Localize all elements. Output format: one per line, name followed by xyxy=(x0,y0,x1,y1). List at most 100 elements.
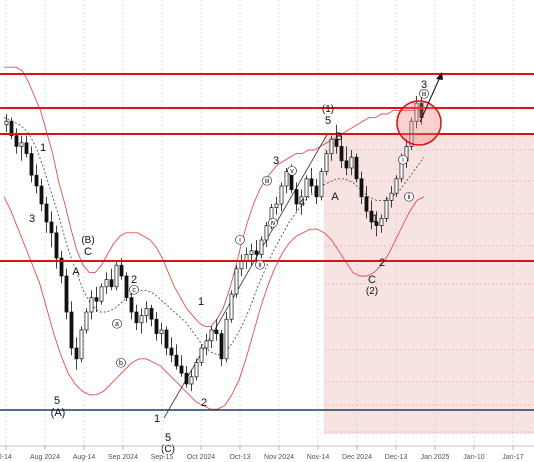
projection-lines xyxy=(324,149,534,433)
wave-label-circle xyxy=(112,318,122,329)
wave-label-circle xyxy=(255,259,265,270)
candle-body xyxy=(179,365,184,374)
x-tick-label: l-14 xyxy=(0,454,12,461)
x-tick-label: Oct-13 xyxy=(229,454,250,461)
candle-body xyxy=(314,185,319,198)
candle-body xyxy=(14,135,19,147)
candle-body xyxy=(119,264,124,277)
wave-label: A xyxy=(72,266,80,278)
candle-body xyxy=(359,178,364,198)
candle-body xyxy=(89,297,94,313)
candle-body xyxy=(29,153,34,176)
x-axis: l-14 Aug 2024 Aug-14 Sep 2024 Sep-15 Oct 2024… xyxy=(0,446,524,461)
wave-label-circle xyxy=(129,284,139,295)
wave-label: 2 xyxy=(379,257,385,269)
x-tick-label: Jan-17 xyxy=(502,454,524,461)
wave-label: c xyxy=(132,287,136,294)
candle-body xyxy=(69,311,74,349)
candle-body xyxy=(144,308,149,316)
wave-label-circle xyxy=(116,357,126,368)
wave-label: 5 xyxy=(54,395,60,407)
moving-average xyxy=(3,117,425,356)
candle-body xyxy=(224,318,229,360)
candle-body xyxy=(139,315,144,324)
wave-label-circle xyxy=(404,191,414,202)
candle-body xyxy=(239,261,244,270)
candle-body xyxy=(384,200,389,219)
wave-label: C xyxy=(368,274,376,286)
wave-label: iii xyxy=(265,178,270,185)
target-circle xyxy=(396,100,442,146)
wave-label: 1 xyxy=(372,213,378,225)
candle-body xyxy=(264,225,269,241)
wave-label: 4 xyxy=(299,197,305,209)
candle-body xyxy=(19,142,24,147)
x-tick-label: Jan-10 xyxy=(463,454,485,461)
candle-body xyxy=(249,250,254,255)
candle-body xyxy=(49,221,54,234)
x-tick-label: Sep-15 xyxy=(151,454,174,461)
wave-label: 3 xyxy=(273,155,279,167)
wave-label: iii xyxy=(422,91,427,98)
candle-body xyxy=(44,203,49,223)
candle-body xyxy=(189,376,194,385)
candle-body xyxy=(24,142,29,154)
candle-body xyxy=(104,279,109,288)
wave-label: i xyxy=(402,157,404,164)
target-arrow xyxy=(419,72,443,123)
candle-body xyxy=(99,286,104,302)
candle-body xyxy=(169,347,174,356)
candle-body xyxy=(364,196,369,212)
wave-label: (A) xyxy=(51,407,66,419)
candle-body xyxy=(319,171,324,198)
candle-body xyxy=(309,178,314,187)
bollinger-upper xyxy=(4,66,424,327)
wave-label: v xyxy=(290,168,294,175)
candle-body xyxy=(219,333,224,360)
candle-body xyxy=(129,297,134,313)
wave-label: (B) xyxy=(81,235,94,246)
candle-body xyxy=(114,264,119,288)
x-tick-label: Aug 2024 xyxy=(30,454,60,461)
wave-label-circle xyxy=(398,154,408,165)
candle-body xyxy=(299,196,304,205)
candle-body xyxy=(204,340,209,349)
wave-label: C xyxy=(84,246,92,258)
wave-label-circle xyxy=(268,217,278,228)
candle-body xyxy=(124,275,129,298)
candle-body xyxy=(374,221,379,226)
candle-body xyxy=(74,347,79,360)
candle-body xyxy=(339,146,344,162)
wave-label-circle xyxy=(419,88,429,99)
candle-body xyxy=(274,203,279,208)
horizontal-levels xyxy=(0,73,534,411)
candle-body xyxy=(229,293,234,320)
candle-body xyxy=(94,297,99,302)
candle-body xyxy=(174,354,179,367)
wave-label: 3 xyxy=(421,79,427,91)
wave-label: a xyxy=(115,321,119,328)
x-tick-label: Nov-14 xyxy=(307,454,330,461)
candle-body xyxy=(164,329,169,349)
x-tick-label: Oct 2024 xyxy=(187,454,216,461)
wave-label: ii xyxy=(407,194,411,201)
wave-label-circle xyxy=(235,234,245,245)
x-tick-label: Jan 2025 xyxy=(421,454,450,461)
wave-label: (2) xyxy=(366,286,378,297)
candle-body xyxy=(134,311,139,324)
candle-body xyxy=(154,318,159,334)
candle-body xyxy=(64,275,69,313)
candle-body xyxy=(84,311,89,331)
candle-body xyxy=(344,160,349,169)
candle-body xyxy=(4,120,9,126)
wave-label: 1 xyxy=(198,296,204,308)
wave-label: (1) xyxy=(322,104,334,115)
candle-body xyxy=(209,329,214,342)
wave-label: i xyxy=(239,237,241,244)
x-tick-label: Aug-14 xyxy=(73,454,96,461)
candle-body xyxy=(34,174,39,187)
candle-body xyxy=(54,232,59,259)
candle-body xyxy=(199,347,204,363)
